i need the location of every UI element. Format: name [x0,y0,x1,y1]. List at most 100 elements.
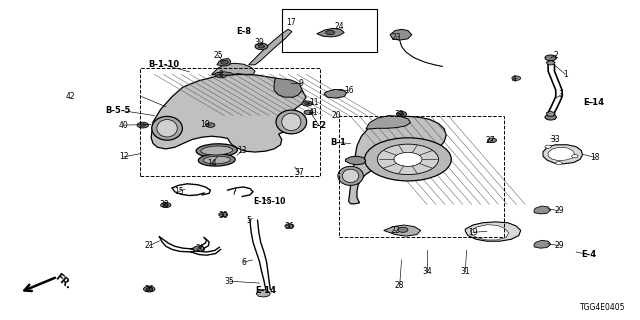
Circle shape [206,123,215,127]
Text: 27: 27 [486,136,495,146]
Circle shape [545,55,556,61]
Text: 33: 33 [551,135,561,144]
Bar [140,68,320,177]
Text: 39: 39 [255,38,264,47]
Polygon shape [248,29,292,65]
Text: 9: 9 [298,79,303,88]
Polygon shape [366,116,410,129]
Text: 7: 7 [232,188,236,197]
Circle shape [304,110,313,115]
Polygon shape [151,74,306,152]
Text: 26: 26 [195,244,205,253]
Text: 36: 36 [285,222,294,231]
Ellipse shape [152,116,182,140]
Bar [339,116,504,237]
Circle shape [305,102,310,105]
Circle shape [161,203,171,208]
Polygon shape [534,240,550,248]
Circle shape [163,204,168,206]
Text: 34: 34 [422,267,432,276]
Text: TGG4E0405: TGG4E0405 [580,303,626,312]
Circle shape [399,113,404,115]
Text: E-15-10: E-15-10 [253,197,285,206]
Text: 3: 3 [559,91,563,100]
Text: 19: 19 [468,228,477,237]
Circle shape [193,246,205,252]
Circle shape [394,152,422,166]
Polygon shape [543,145,582,164]
Circle shape [545,114,556,120]
Polygon shape [217,59,231,66]
Text: 1: 1 [563,70,568,79]
Text: 12: 12 [119,152,129,161]
Text: 2: 2 [554,51,558,60]
Text: 35: 35 [225,277,234,286]
Circle shape [556,162,562,165]
Text: 22: 22 [390,226,400,235]
Polygon shape [212,63,255,75]
Polygon shape [274,78,302,97]
Text: 24: 24 [334,22,344,31]
Text: E-2: E-2 [311,121,326,130]
Text: 8: 8 [219,70,223,79]
Circle shape [302,101,312,106]
Polygon shape [534,206,550,214]
Text: E-4: E-4 [581,250,596,259]
Circle shape [146,288,152,291]
Text: 40: 40 [119,121,129,130]
Polygon shape [390,29,412,40]
Text: 4: 4 [512,75,516,84]
Circle shape [137,122,148,128]
Text: 26: 26 [145,285,154,294]
Text: 6: 6 [241,258,246,267]
Text: 41: 41 [309,108,319,117]
Text: 13: 13 [237,146,247,155]
Polygon shape [546,60,555,65]
Text: 23: 23 [392,33,401,42]
Circle shape [365,138,451,181]
Polygon shape [548,147,575,161]
Polygon shape [470,225,509,240]
Text: 5: 5 [246,216,251,225]
Ellipse shape [276,110,307,134]
Polygon shape [317,28,344,37]
Ellipse shape [338,166,364,185]
Polygon shape [324,90,347,98]
Circle shape [326,30,335,35]
Text: 30: 30 [218,211,228,220]
Text: B-1: B-1 [330,138,346,147]
Text: 10: 10 [200,120,210,129]
Text: E-14: E-14 [255,285,276,295]
Text: FR.: FR. [52,272,72,291]
Text: 11: 11 [309,99,318,108]
Circle shape [397,227,408,232]
Ellipse shape [201,146,233,155]
Ellipse shape [203,156,230,164]
Ellipse shape [196,144,237,157]
Bar [282,9,378,52]
Circle shape [285,224,294,228]
Polygon shape [546,111,555,116]
Text: E-14: E-14 [584,99,605,108]
Circle shape [143,286,155,292]
Circle shape [488,138,497,142]
Circle shape [512,76,521,80]
Ellipse shape [282,113,301,131]
Text: 37: 37 [295,168,305,177]
Polygon shape [384,225,420,236]
Text: 38: 38 [159,200,169,209]
Text: E-8: E-8 [236,27,251,36]
Polygon shape [349,116,451,204]
Text: 21: 21 [145,241,154,250]
Text: 28: 28 [395,281,404,290]
Text: 29: 29 [554,206,564,215]
Text: 42: 42 [65,92,75,101]
Ellipse shape [342,169,359,182]
Text: 29: 29 [554,241,564,250]
Circle shape [140,124,145,126]
Text: 31: 31 [460,267,470,276]
Ellipse shape [198,154,236,166]
Text: 17: 17 [287,18,296,27]
Text: 32: 32 [395,109,404,118]
Polygon shape [256,289,270,297]
